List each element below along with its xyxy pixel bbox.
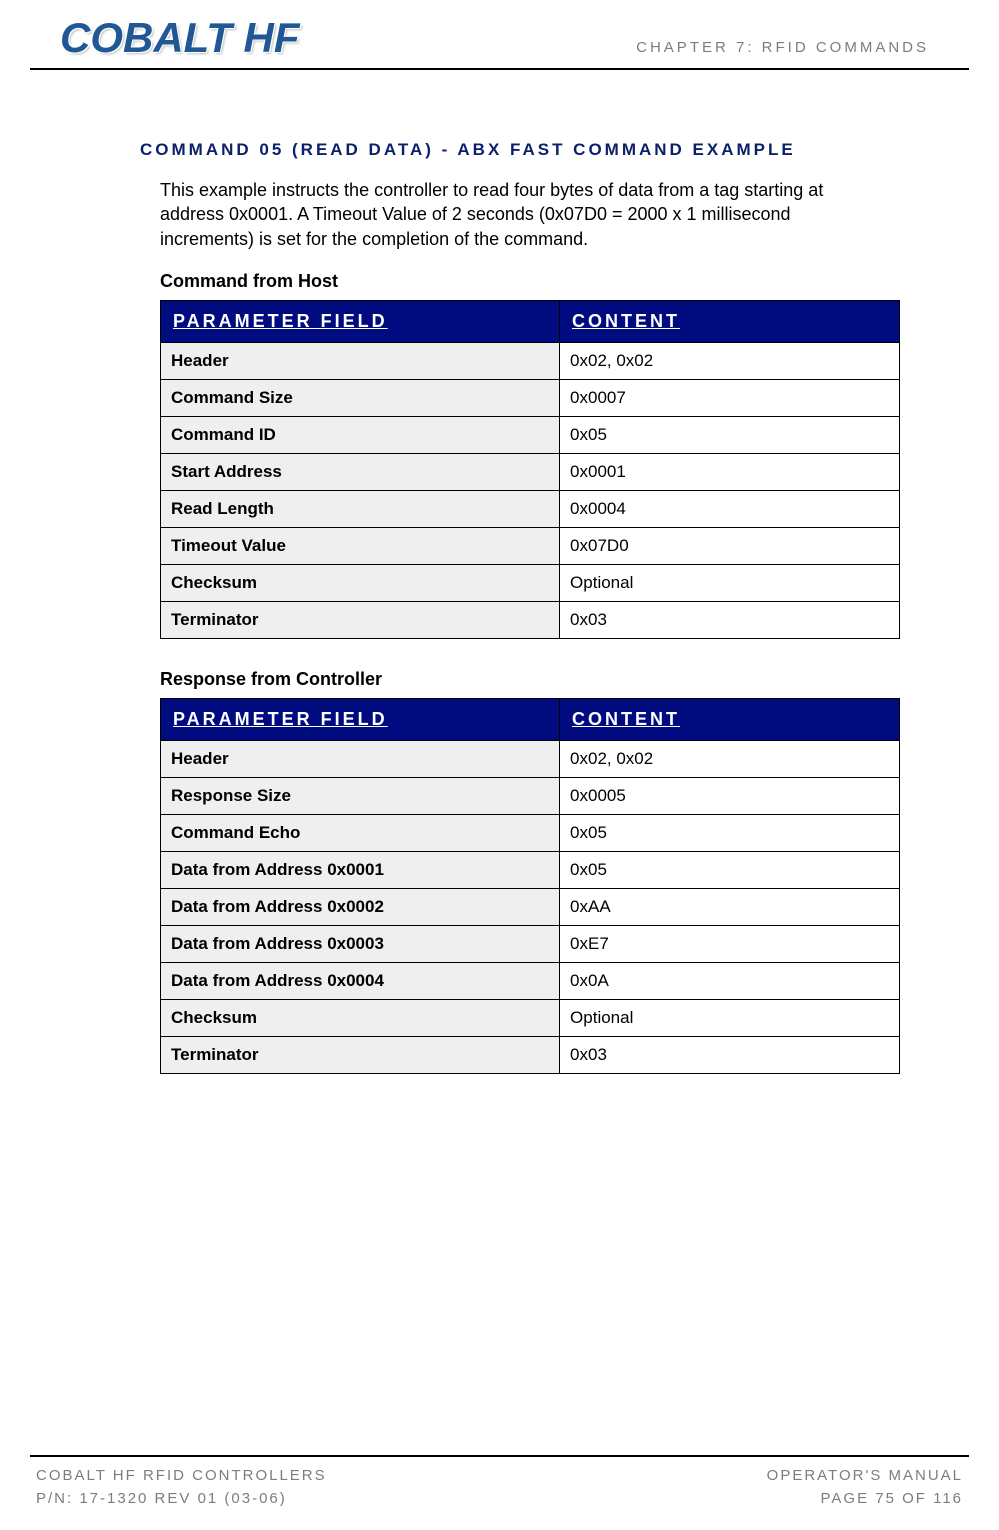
- content-cell: 0x0005: [560, 777, 900, 814]
- footer-left: COBALT HF RFID CONTROLLERS P/N: 17-1320 …: [36, 1465, 327, 1510]
- footer-product: COBALT HF RFID CONTROLLERS: [36, 1465, 327, 1488]
- table-header-row: PARAMETER FIELD CONTENT: [161, 300, 900, 342]
- table1-caption: Command from Host: [160, 271, 879, 292]
- content-cell: 0x0004: [560, 490, 900, 527]
- table-row: Data from Address 0x00020xAA: [161, 888, 900, 925]
- content-cell: 0x0001: [560, 453, 900, 490]
- param-cell: Data from Address 0x0004: [161, 962, 560, 999]
- content-cell: 0xAA: [560, 888, 900, 925]
- param-cell: Checksum: [161, 999, 560, 1036]
- param-cell: Response Size: [161, 777, 560, 814]
- table-row: Timeout Value0x07D0: [161, 527, 900, 564]
- content-cell: 0x03: [560, 601, 900, 638]
- table-row: Start Address0x0001: [161, 453, 900, 490]
- content-cell: 0x02, 0x02: [560, 740, 900, 777]
- response-from-controller-table: PARAMETER FIELD CONTENT Header0x02, 0x02…: [160, 698, 900, 1074]
- table-row: Data from Address 0x00010x05: [161, 851, 900, 888]
- col-parameter: PARAMETER FIELD: [161, 698, 560, 740]
- param-cell: Read Length: [161, 490, 560, 527]
- content-cell: 0x0007: [560, 379, 900, 416]
- table-row: ChecksumOptional: [161, 564, 900, 601]
- table-row: Header0x02, 0x02: [161, 740, 900, 777]
- command-from-host-table: PARAMETER FIELD CONTENT Header0x02, 0x02…: [160, 300, 900, 639]
- content-cell: 0x02, 0x02: [560, 342, 900, 379]
- param-cell: Start Address: [161, 453, 560, 490]
- content-cell: Optional: [560, 564, 900, 601]
- page-header: COBALT HF CHAPTER 7: RFID COMMANDS: [30, 0, 969, 70]
- col-content: CONTENT: [560, 698, 900, 740]
- param-cell: Data from Address 0x0002: [161, 888, 560, 925]
- param-cell: Data from Address 0x0001: [161, 851, 560, 888]
- footer-partno: P/N: 17-1320 REV 01 (03-06): [36, 1488, 327, 1511]
- content-cell: 0xE7: [560, 925, 900, 962]
- table-row: ChecksumOptional: [161, 999, 900, 1036]
- param-cell: Terminator: [161, 601, 560, 638]
- page: COBALT HF CHAPTER 7: RFID COMMANDS COMMA…: [0, 0, 999, 1530]
- page-footer: COBALT HF RFID CONTROLLERS P/N: 17-1320 …: [30, 1455, 969, 1510]
- content: COMMAND 05 (READ DATA) - ABX FAST COMMAN…: [0, 70, 999, 1074]
- content-cell: 0x05: [560, 416, 900, 453]
- table-row: Command ID0x05: [161, 416, 900, 453]
- param-cell: Checksum: [161, 564, 560, 601]
- param-cell: Data from Address 0x0003: [161, 925, 560, 962]
- logo: COBALT HF: [60, 14, 300, 62]
- param-cell: Header: [161, 342, 560, 379]
- footer-right: OPERATOR'S MANUAL PAGE 75 OF 116: [767, 1465, 963, 1510]
- table-row: Header0x02, 0x02: [161, 342, 900, 379]
- footer-manual: OPERATOR'S MANUAL: [767, 1465, 963, 1488]
- content-cell: 0x05: [560, 851, 900, 888]
- table-row: Data from Address 0x00040x0A: [161, 962, 900, 999]
- content-cell: 0x03: [560, 1036, 900, 1073]
- param-cell: Terminator: [161, 1036, 560, 1073]
- content-cell: 0x07D0: [560, 527, 900, 564]
- footer-page: PAGE 75 OF 116: [767, 1488, 963, 1511]
- param-cell: Command Size: [161, 379, 560, 416]
- table-row: Command Size0x0007: [161, 379, 900, 416]
- section-title: COMMAND 05 (READ DATA) - ABX FAST COMMAN…: [140, 140, 879, 160]
- table-row: Terminator0x03: [161, 1036, 900, 1073]
- table-row: Data from Address 0x00030xE7: [161, 925, 900, 962]
- table-header-row: PARAMETER FIELD CONTENT: [161, 698, 900, 740]
- content-cell: 0x0A: [560, 962, 900, 999]
- content-cell: 0x05: [560, 814, 900, 851]
- intro-paragraph: This example instructs the controller to…: [160, 178, 879, 251]
- param-cell: Command Echo: [161, 814, 560, 851]
- table-row: Command Echo0x05: [161, 814, 900, 851]
- table-row: Terminator0x03: [161, 601, 900, 638]
- col-content: CONTENT: [560, 300, 900, 342]
- logo-text: COBALT HF: [60, 14, 300, 62]
- param-cell: Timeout Value: [161, 527, 560, 564]
- table-row: Response Size0x0005: [161, 777, 900, 814]
- table-row: Read Length0x0004: [161, 490, 900, 527]
- col-parameter: PARAMETER FIELD: [161, 300, 560, 342]
- chapter-label: CHAPTER 7: RFID COMMANDS: [636, 39, 929, 62]
- param-cell: Command ID: [161, 416, 560, 453]
- table2-caption: Response from Controller: [160, 669, 879, 690]
- content-cell: Optional: [560, 999, 900, 1036]
- param-cell: Header: [161, 740, 560, 777]
